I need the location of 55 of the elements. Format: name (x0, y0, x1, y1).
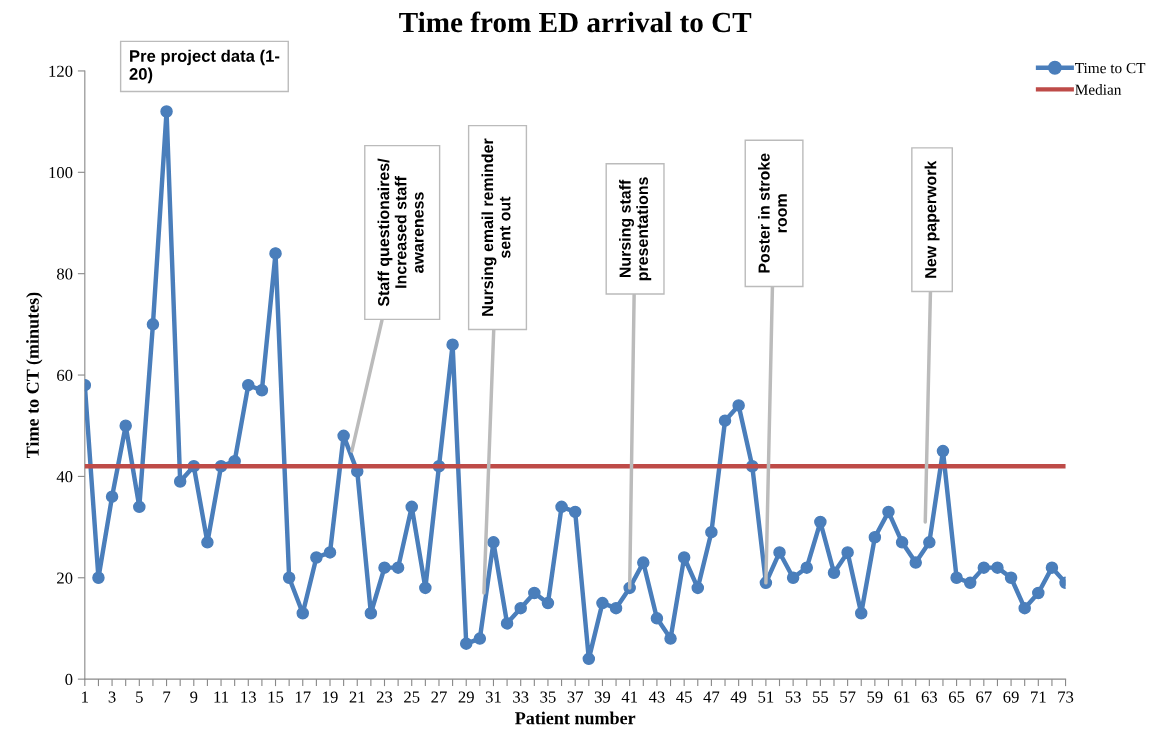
x-tick-label: 45 (676, 691, 692, 703)
x-tick-label: 39 (594, 691, 611, 703)
x-tick-label: 43 (648, 691, 665, 703)
y-tick-label: 120 (49, 65, 73, 77)
x-tick-label: 19 (323, 691, 338, 703)
x-tick-label: 3 (108, 691, 116, 703)
x-tick-label: 21 (349, 691, 365, 703)
x-tick-label: 1 (82, 691, 88, 703)
y-tick-label: 100 (49, 167, 73, 179)
x-tick-label: 29 (458, 691, 474, 703)
x-tick-label: 41 (621, 691, 638, 703)
annotation: Nursing staff presentations (619, 177, 652, 281)
x-tick-label: 49 (730, 691, 747, 703)
x-tick-label: 59 (867, 691, 883, 703)
x-tick-label: 15 (268, 691, 284, 703)
x-tick-label: 55 (813, 691, 829, 703)
annotation: Poster in stroke room (758, 153, 787, 273)
x-tick-label: 23 (376, 691, 393, 703)
x-tick-label: 37 (567, 691, 584, 703)
x-axis-title: Patient number (515, 711, 636, 725)
legend-label: Time to CT (1075, 63, 1146, 74)
y-tick-label: 80 (56, 268, 73, 280)
x-tick-label: 69 (1003, 691, 1019, 703)
x-tick-label: 47 (703, 691, 720, 703)
x-tick-label: 13 (241, 691, 256, 703)
x-tick-label: 35 (540, 691, 556, 703)
x-tick-label: 27 (431, 691, 447, 703)
x-tick-label: 57 (840, 691, 856, 703)
y-tick-label: 20 (57, 572, 73, 584)
x-tick-label: 33 (513, 691, 529, 703)
x-tick-label: 61 (894, 691, 910, 703)
x-tick-label: 53 (785, 691, 801, 703)
x-tick-label: 63 (921, 691, 938, 703)
x-tick-label: 7 (163, 691, 171, 703)
annotation: Nursing email reminder sent out (481, 138, 511, 316)
annotation: Staff questionaires/ Increased staff awareness (377, 158, 424, 307)
x-tick-label: 11 (214, 691, 229, 703)
x-tick-label: 25 (404, 691, 420, 703)
x-tick-label: 9 (190, 691, 198, 703)
x-tick-label: 17 (295, 691, 311, 703)
x-tick-label: 5 (136, 691, 143, 703)
chart-title: Time from ED arrival to CT (399, 11, 752, 33)
x-tick-label: 73 (1058, 691, 1074, 703)
x-tick-label: 31 (485, 691, 501, 703)
y-tick-label: 0 (65, 673, 73, 686)
x-tick-label: 71 (1031, 691, 1046, 703)
annotation: New paperwork (924, 160, 940, 278)
legend-label: Median (1075, 84, 1122, 95)
y-tick-label: 60 (57, 369, 73, 381)
x-tick-label: 51 (758, 691, 774, 703)
y-axis-title: Time to CT (minutes) (26, 292, 43, 458)
y-tick-label: 40 (56, 471, 73, 483)
x-tick-label: 67 (976, 691, 992, 703)
x-tick-label: 65 (948, 691, 965, 703)
annotation: Pre project data (1- 20) (129, 49, 280, 84)
